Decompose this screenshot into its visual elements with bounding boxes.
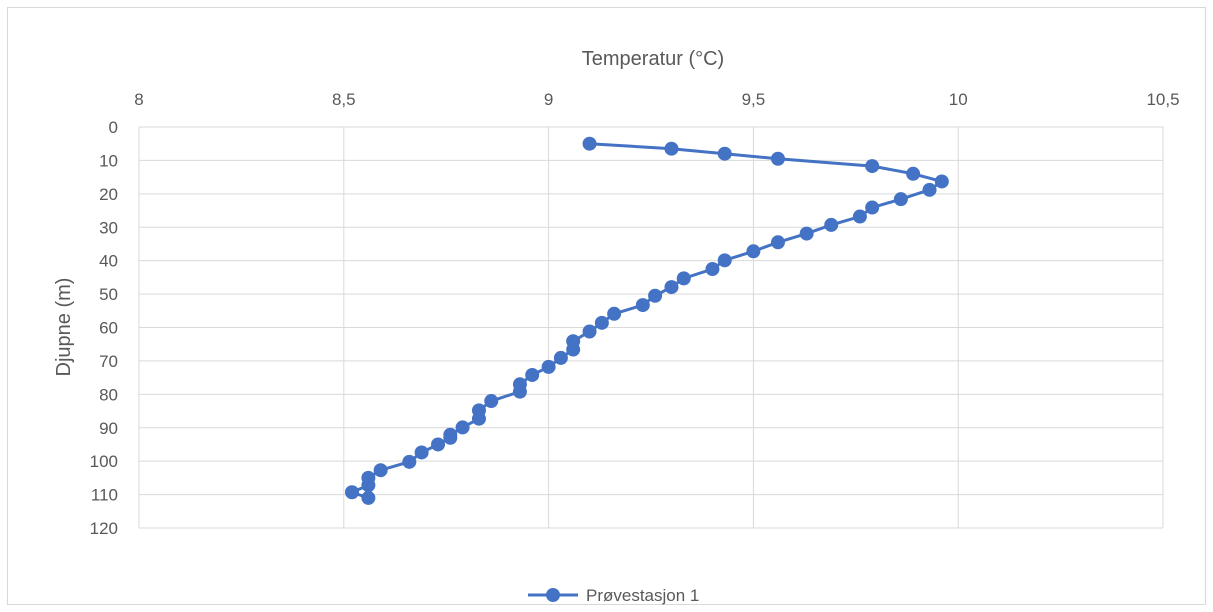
y-tick-label: 100 (90, 452, 118, 471)
data-point (705, 262, 720, 277)
tick-labels: 8 8,5 9 9,5 10 10,5 0 10 20 30 40 50 60 70 80 90 100 110 1… (90, 90, 1180, 538)
y-tick-label: 30 (99, 218, 118, 237)
data-point (746, 244, 761, 259)
data-point (852, 209, 867, 224)
data-point (770, 151, 785, 166)
data-point (934, 174, 949, 189)
y-tick-label: 80 (99, 385, 118, 404)
data-point (865, 159, 880, 174)
data-point (512, 384, 527, 399)
data-point (361, 490, 376, 505)
data-point (525, 367, 540, 382)
x-axis-title: Temperatur (°C) (582, 48, 724, 70)
data-point (431, 437, 446, 452)
x-tick-label: 9 (544, 90, 553, 109)
y-axis-title: Djupne (m) (53, 278, 75, 377)
legend: Prøvestasjon 1 (528, 586, 699, 605)
y-tick-label: 90 (99, 419, 118, 438)
data-point (402, 454, 417, 469)
data-point (664, 280, 679, 295)
legend-label: Prøvestasjon 1 (586, 586, 699, 605)
data-point (664, 141, 679, 156)
y-tick-label: 70 (99, 352, 118, 371)
data-point (414, 445, 429, 460)
y-tick-label: 60 (99, 319, 118, 338)
data-point (373, 463, 388, 478)
data-point (582, 136, 597, 151)
chart-area (7, 7, 1206, 605)
data-point (799, 226, 814, 241)
x-tick-label: 10,5 (1146, 90, 1179, 109)
data-point (824, 217, 839, 232)
x-tick-label: 8 (134, 90, 143, 109)
data-point (770, 235, 785, 250)
data-point (906, 166, 921, 181)
data-point (717, 146, 732, 161)
gridlines (138, 126, 1164, 529)
y-tick-label: 0 (109, 118, 118, 137)
data-point (648, 288, 663, 303)
y-tick-label: 120 (90, 519, 118, 538)
data-point (635, 298, 650, 313)
data-point (582, 324, 597, 339)
data-point (484, 394, 499, 409)
y-tick-label: 110 (91, 486, 118, 505)
data-point (471, 411, 486, 426)
x-tick-label: 10 (949, 90, 968, 109)
y-tick-label: 50 (99, 285, 118, 304)
data-point (553, 350, 568, 365)
data-point (455, 420, 470, 435)
data-point (344, 485, 359, 500)
x-tick-label: 8,5 (332, 90, 356, 109)
data-point (717, 253, 732, 268)
x-tick-label: 9,5 (742, 90, 766, 109)
data-point (922, 182, 937, 197)
data-point (541, 359, 556, 374)
data-point (865, 200, 880, 215)
data-point (566, 342, 581, 357)
y-tick-label: 20 (99, 185, 118, 204)
y-tick-label: 40 (99, 252, 118, 271)
data-point (361, 478, 376, 493)
data-point (676, 271, 691, 286)
data-point (607, 306, 622, 321)
series-prøvestasjon-1 (344, 136, 949, 505)
legend-dot-marker (546, 588, 560, 602)
data-point (594, 315, 609, 330)
y-tick-label: 10 (99, 151, 118, 170)
data-point (893, 192, 908, 207)
data-point (443, 430, 458, 445)
